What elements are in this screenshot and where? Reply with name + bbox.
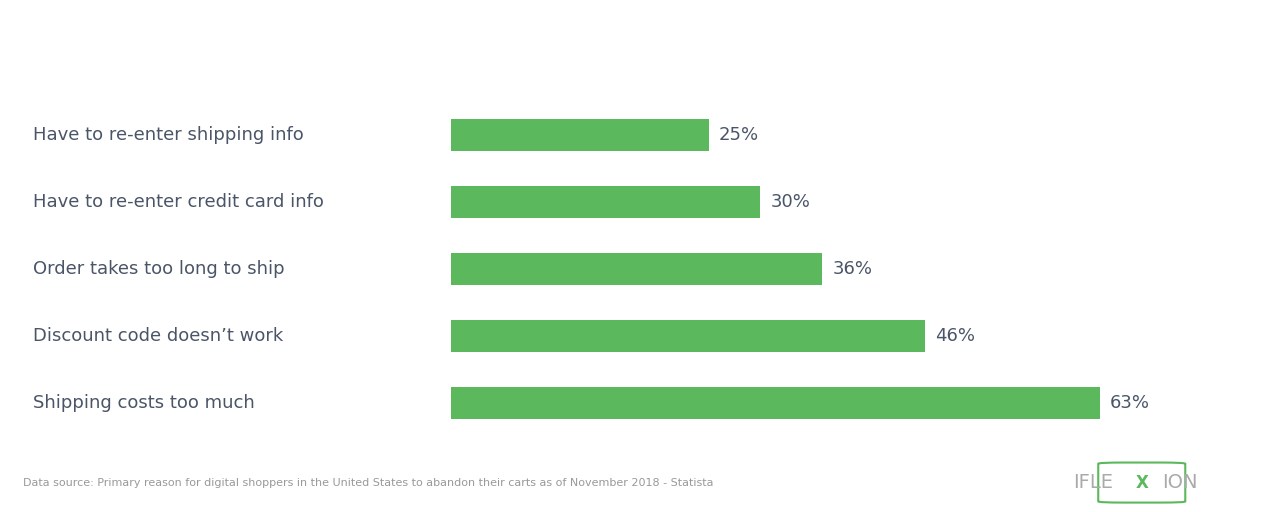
Bar bbox=[452, 186, 760, 218]
Text: PRIMARY REASON FOR DIGITAL CART ABANDONMENT IN THE US: PRIMARY REASON FOR DIGITAL CART ABANDONM… bbox=[28, 30, 695, 50]
Bar bbox=[452, 387, 1100, 419]
Text: 36%: 36% bbox=[832, 260, 872, 278]
Text: 30%: 30% bbox=[771, 193, 810, 211]
Text: Have to re-enter shipping info: Have to re-enter shipping info bbox=[33, 126, 305, 144]
Text: Have to re-enter credit card info: Have to re-enter credit card info bbox=[33, 193, 324, 211]
Bar bbox=[452, 319, 925, 352]
Text: IFLE: IFLE bbox=[1073, 473, 1112, 492]
Text: ION: ION bbox=[1162, 473, 1198, 492]
Text: Data source: Primary reason for digital shoppers in the United States to abandon: Data source: Primary reason for digital … bbox=[23, 478, 713, 487]
Text: X: X bbox=[1135, 474, 1148, 492]
Text: Order takes too long to ship: Order takes too long to ship bbox=[33, 260, 285, 278]
Text: Shipping costs too much: Shipping costs too much bbox=[33, 394, 255, 412]
Text: Discount code doesn’t work: Discount code doesn’t work bbox=[33, 327, 284, 345]
Bar bbox=[452, 253, 822, 285]
Text: 25%: 25% bbox=[719, 126, 759, 144]
Bar bbox=[452, 119, 709, 151]
Text: 63%: 63% bbox=[1110, 394, 1151, 412]
Text: 46%: 46% bbox=[936, 327, 975, 345]
